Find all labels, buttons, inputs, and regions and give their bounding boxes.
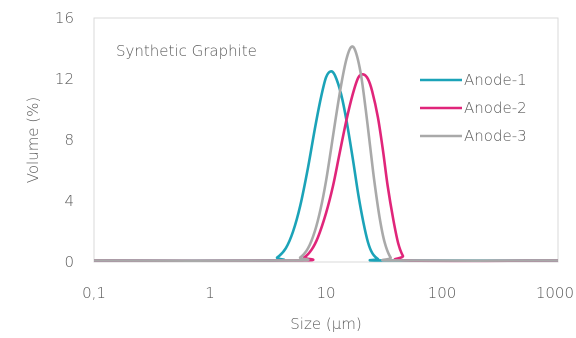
chart-annotation: Synthetic Graphite [116,42,257,60]
plot-frame [93,17,559,263]
legend-label-2: Anode-2 [464,99,527,117]
series-line-3 [93,45,559,263]
legend: Anode-1 Anode-2 Anode-3 [420,71,527,145]
series-line-1 [93,70,559,263]
series-lines [93,45,559,263]
x-axis-title: Size (µm) [290,315,361,333]
x-tick-label: 1 [205,284,215,302]
x-tick-label: 1000 [536,284,574,302]
y-tick-label: 4 [64,192,74,210]
x-tick-label: 100 [428,284,457,302]
x-tick-label: 0,1 [82,284,106,302]
x-axis-ticks: 0,1 1 10 100 1000 [82,284,574,302]
y-axis-title: Volume (%) [24,97,42,184]
y-tick-label: 16 [55,9,74,27]
y-tick-label: 0 [64,253,74,271]
legend-label-1: Anode-1 [464,71,527,89]
y-tick-label: 12 [55,70,74,88]
legend-label-3: Anode-3 [464,127,527,145]
y-tick-label: 8 [64,131,74,149]
y-axis-ticks: 0 4 8 12 16 [55,9,74,271]
x-tick-label: 10 [316,284,335,302]
